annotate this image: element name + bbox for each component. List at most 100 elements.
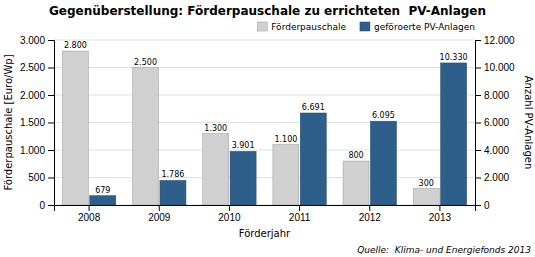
y-tick-label: 3.000 (20, 35, 45, 46)
y-tick-mark (48, 205, 54, 206)
data-labels: 2.8002.5001.3001.1008003006791.7863.9016… (64, 41, 468, 195)
grid-line (54, 95, 475, 96)
y-tick: 1.500 (20, 117, 54, 128)
y-tick-label: 0 (39, 200, 45, 211)
y2-tick-mark (475, 150, 481, 151)
y-tick-label: 500 (28, 172, 45, 183)
y2-tick: 10.000 (475, 62, 515, 73)
x-axis-title: Förderjahr (239, 228, 291, 239)
y-tick: 3.000 (20, 35, 54, 46)
bars (62, 51, 466, 205)
chart: 2.8002.5001.3001.1008003006791.7863.9016… (0, 0, 535, 257)
x-tick-mark (299, 205, 300, 211)
y2-tick: 4.000 (475, 145, 509, 156)
y2-tick-mark (475, 40, 481, 41)
x-tick-mark (439, 205, 440, 211)
legend-label: geföroerte PV-Anlagen (374, 22, 475, 32)
data-label: 2.800 (64, 41, 87, 50)
bar (133, 68, 159, 206)
y2-tick-label: 4.000 (484, 145, 509, 156)
axis-line (55, 206, 476, 212)
x-tick-label: 2013 (429, 212, 452, 223)
y2-tick-mark (475, 205, 481, 206)
y2-tick-mark (475, 178, 481, 179)
y2-tick-label: 6.000 (484, 117, 509, 128)
y-tick: 0 (39, 200, 54, 211)
y2-tick-mark (475, 123, 481, 124)
x-tick-label: 2009 (148, 212, 171, 223)
y-tick-mark (48, 95, 54, 96)
data-label: 2.500 (134, 58, 157, 67)
source: Quelle: Klima- und Energiefonds 2013 (357, 245, 531, 255)
y2-tick-mark (475, 68, 481, 69)
data-label: 3.901 (232, 141, 255, 150)
legend: Förderpauschale geföroerte PV-Anlagen (257, 22, 475, 32)
x-tick-label: 2010 (218, 212, 241, 223)
y-axis-title: Förderpauschale [Euro/Wp] (3, 54, 14, 190)
data-label: 800 (348, 151, 363, 160)
y-tick: 2.000 (20, 90, 54, 101)
y2-tick: 8.000 (475, 90, 509, 101)
y-tick-mark (48, 123, 54, 124)
y2-tick: 0 (475, 200, 490, 211)
x-tick: 2009 (148, 205, 171, 223)
x-tick-mark (229, 205, 230, 211)
x-tick: 2013 (429, 205, 452, 223)
x-axis: 200820092010201120122013 (55, 205, 476, 223)
x-tick-mark (159, 205, 160, 211)
grid-line (54, 40, 475, 41)
x-tick-label: 2012 (359, 212, 382, 223)
bar (273, 145, 299, 206)
y-tick-label: 2.000 (20, 90, 45, 101)
legend-label: Förderpauschale (271, 22, 346, 32)
y-tick-label: 1.000 (20, 145, 45, 156)
legend-item: Förderpauschale (257, 22, 346, 32)
axis-line (476, 41, 482, 206)
y2-axis: 0 2.000 4.000 6.000 8.000 10.000 12.000 (475, 35, 515, 211)
x-tick: 2012 (359, 205, 382, 223)
y-tick: 2.500 (20, 62, 54, 73)
y-tick: 500 (28, 172, 54, 183)
grid-line (54, 67, 475, 68)
y-axis: 0 500 1.000 1.500 2.000 2.500 3.000 (20, 35, 55, 211)
y-tick-mark (48, 150, 54, 151)
x-tick: 2010 (218, 205, 241, 223)
title: Gegenüberstellung: Förderpauschale zu er… (49, 4, 486, 18)
data-label: 679 (95, 186, 110, 195)
data-label: 1.100 (274, 135, 297, 144)
bar (441, 63, 467, 205)
data-label: 1.300 (204, 124, 227, 133)
bar (62, 51, 88, 205)
x-tick-mark (89, 205, 90, 211)
x-tick-label: 2011 (289, 212, 311, 223)
y2-tick-label: 10.000 (484, 62, 515, 73)
grid (54, 40, 475, 205)
bar (370, 121, 396, 205)
x-tick: 2011 (289, 205, 311, 223)
bar (343, 161, 369, 205)
grid-line (54, 150, 475, 151)
plot: 2.8002.5001.3001.1008003006791.7863.9016… (3, 35, 534, 239)
legend-item: geföroerte PV-Anlagen (360, 22, 475, 32)
bar (90, 196, 116, 205)
grid-line (54, 122, 475, 123)
y-tick-mark (48, 68, 54, 69)
y2-tick-label: 2.000 (484, 172, 509, 183)
y2-tick: 2.000 (475, 172, 509, 183)
data-label: 6.095 (372, 111, 395, 120)
legend-swatch (257, 22, 267, 31)
data-label: 10.330 (440, 53, 468, 62)
y2-axis-title: Anzahl PV-Anlagen (523, 76, 534, 169)
y-tick-label: 2.500 (20, 62, 45, 73)
axis-line (48, 41, 55, 206)
legend-swatch (360, 22, 370, 31)
y-tick-label: 1.500 (20, 117, 45, 128)
y2-tick: 12.000 (475, 35, 515, 46)
bar (160, 180, 186, 205)
bar (300, 113, 326, 205)
x-tick-mark (369, 205, 370, 211)
bar (413, 189, 439, 206)
bar-series (90, 63, 467, 205)
data-label: 6.691 (302, 103, 325, 112)
y2-tick-label: 8.000 (484, 90, 509, 101)
